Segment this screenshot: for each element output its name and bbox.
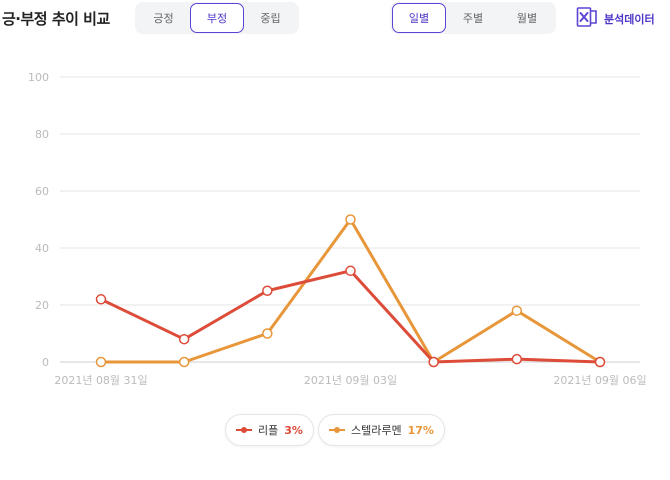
- y-tick-label: 20: [35, 299, 49, 312]
- tab-neutral[interactable]: 중립: [260, 12, 281, 25]
- x-axis-ticks: 2021년 08월 31일 2021년 09월 03일 2021년 09월 06일: [54, 373, 646, 387]
- x-tick-label: 2021년 08월 31일: [54, 373, 147, 387]
- x-tick-label: 2021년 09월 03일: [304, 373, 397, 387]
- series-line: [99, 218, 602, 364]
- tab-daily[interactable]: 일별: [392, 3, 446, 33]
- series-group: [95, 214, 606, 368]
- legend-item-stellar[interactable]: 스텔라루멘 17%: [318, 414, 445, 446]
- y-axis-ticks: 0 20 40 60 80 100: [28, 71, 49, 369]
- data-point: [95, 356, 107, 368]
- export-data-label: 분석데이터: [604, 13, 655, 26]
- chart-series: [95, 214, 606, 368]
- page-title: 긍·부정 추이 비교: [2, 10, 110, 28]
- data-point: [428, 356, 439, 368]
- data-point: [345, 214, 356, 225]
- series-group: [95, 265, 606, 368]
- export-data-button[interactable]: 분석데이터: [576, 6, 655, 32]
- tab-monthly[interactable]: 월별: [516, 12, 538, 25]
- data-point: [511, 305, 523, 316]
- y-tick-label: 0: [42, 356, 49, 369]
- legend-item-ripple[interactable]: 리플 3%: [225, 414, 314, 446]
- excel-icon: [576, 6, 598, 32]
- data-point: [95, 294, 107, 305]
- legend-marker-icon: [329, 427, 345, 433]
- data-point: [511, 353, 523, 365]
- data-point: [262, 285, 273, 296]
- tab-weekly[interactable]: 주별: [462, 12, 484, 25]
- data-point: [594, 356, 606, 368]
- data-point: [178, 356, 190, 368]
- tab-negative[interactable]: 부정: [190, 3, 244, 33]
- data-point: [178, 333, 190, 345]
- data-point: [262, 328, 273, 339]
- legend-percent: 17%: [407, 423, 434, 437]
- period-tab-group: 일별 주별 월별: [390, 2, 556, 34]
- y-tick-label: 60: [35, 185, 49, 198]
- y-tick-label: 100: [28, 71, 49, 84]
- legend-name: 리플: [258, 424, 279, 437]
- y-tick-label: 40: [35, 242, 49, 255]
- legend-percent: 3%: [284, 423, 303, 437]
- tab-positive[interactable]: 긍정: [153, 12, 174, 25]
- legend-name: 스텔라루멘: [351, 424, 402, 437]
- x-tick-label: 2021년 09월 06일: [553, 373, 646, 387]
- legend-marker-icon: [236, 427, 252, 433]
- sentiment-tab-group: 긍정 부정 중립: [135, 2, 299, 34]
- y-tick-label: 80: [35, 128, 49, 141]
- data-point: [345, 265, 356, 277]
